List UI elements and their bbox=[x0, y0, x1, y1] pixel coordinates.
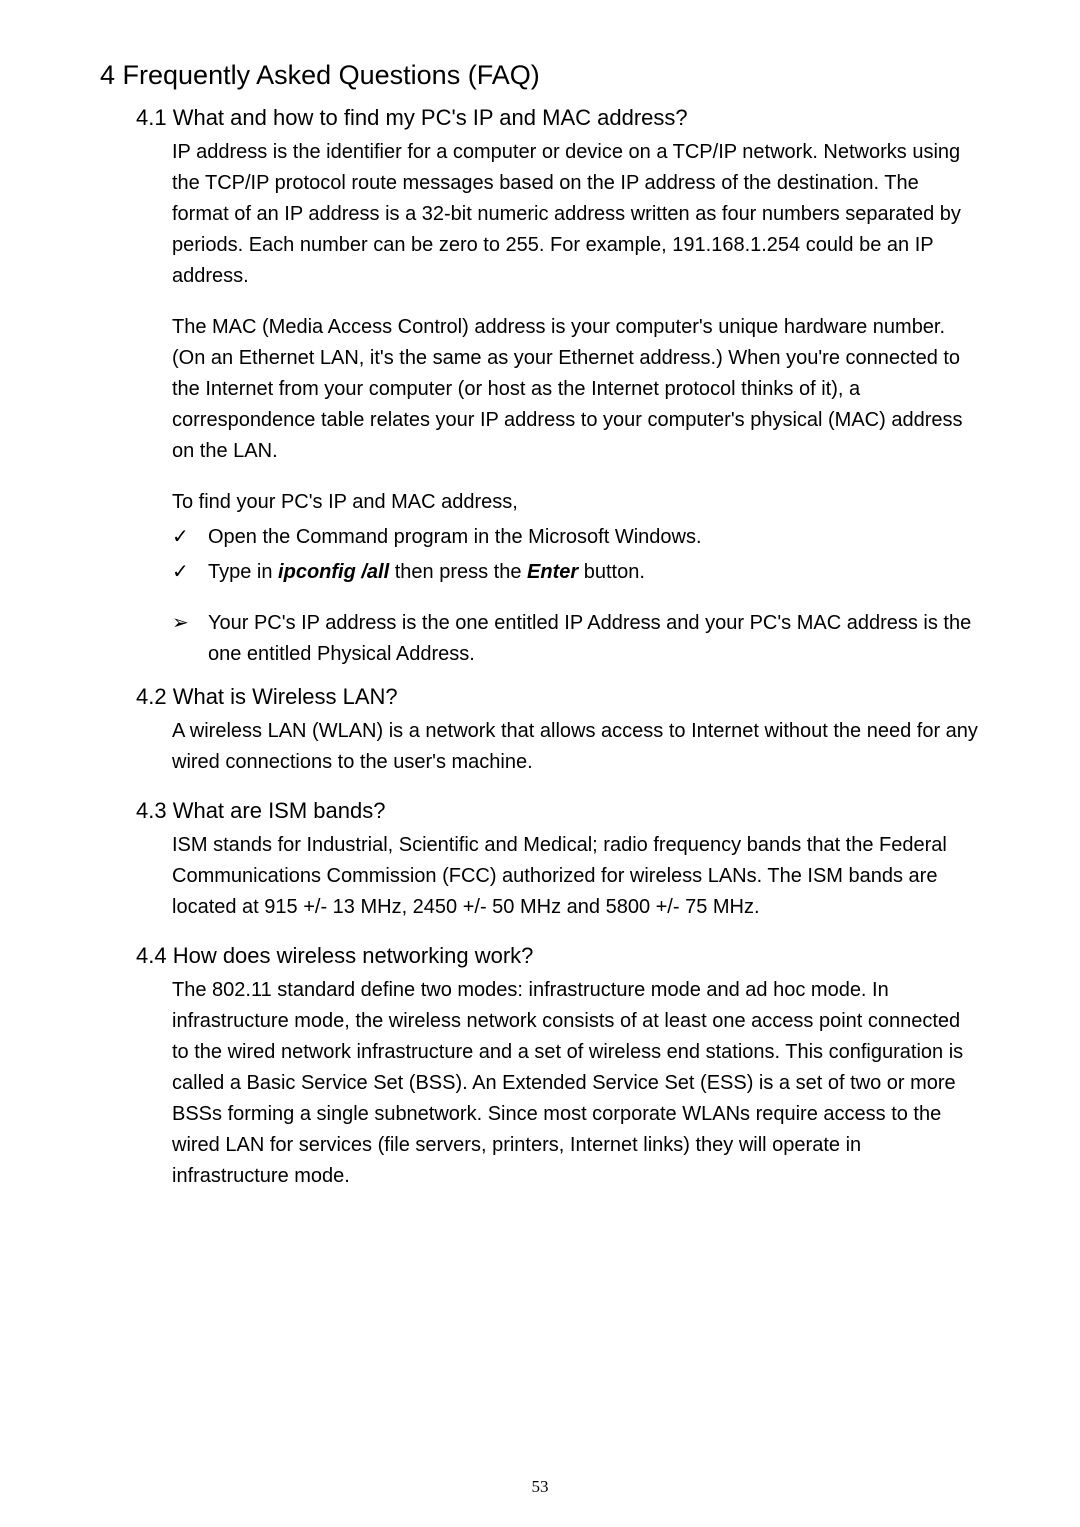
heading-4-3: 4.3 What are ISM bands? bbox=[136, 798, 980, 824]
para-4-1-c: To find your PC's IP and MAC address, bbox=[172, 487, 980, 518]
text-cmd: ipconfig /all bbox=[278, 561, 389, 583]
check-icon: ✓ bbox=[172, 522, 208, 553]
para-4-1-a: IP address is the identifier for a compu… bbox=[172, 137, 980, 292]
bullet-arrow-1: ➢ Your PC's IP address is the one entitl… bbox=[172, 608, 980, 670]
para-4-4: The 802.11 standard define two modes: in… bbox=[172, 975, 980, 1192]
para-4-1-b: The MAC (Media Access Control) address i… bbox=[172, 312, 980, 467]
heading-4-4: 4.4 How does wireless networking work? bbox=[136, 943, 980, 969]
bullet-check-1: ✓ Open the Command program in the Micros… bbox=[172, 522, 980, 553]
text-key: Enter bbox=[527, 561, 578, 583]
heading-1: 4 Frequently Asked Questions (FAQ) bbox=[100, 60, 980, 91]
bullet-text: Type in ipconfig /all then press the Ent… bbox=[208, 557, 980, 588]
heading-4-2: 4.2 What is Wireless LAN? bbox=[136, 684, 980, 710]
para-4-2: A wireless LAN (WLAN) is a network that … bbox=[172, 716, 980, 778]
bullet-text: Open the Command program in the Microsof… bbox=[208, 522, 980, 553]
text-pre: Type in bbox=[208, 561, 278, 583]
text-post: button. bbox=[578, 561, 645, 583]
arrow-icon: ➢ bbox=[172, 608, 208, 670]
text-mid: then press the bbox=[389, 561, 527, 583]
page-number: 53 bbox=[0, 1477, 1080, 1497]
heading-4-1: 4.1 What and how to find my PC's IP and … bbox=[136, 105, 980, 131]
check-icon: ✓ bbox=[172, 557, 208, 588]
bullet-text: Your PC's IP address is the one entitled… bbox=[208, 608, 980, 670]
para-4-3: ISM stands for Industrial, Scientific an… bbox=[172, 830, 980, 923]
bullet-check-2: ✓ Type in ipconfig /all then press the E… bbox=[172, 557, 980, 588]
